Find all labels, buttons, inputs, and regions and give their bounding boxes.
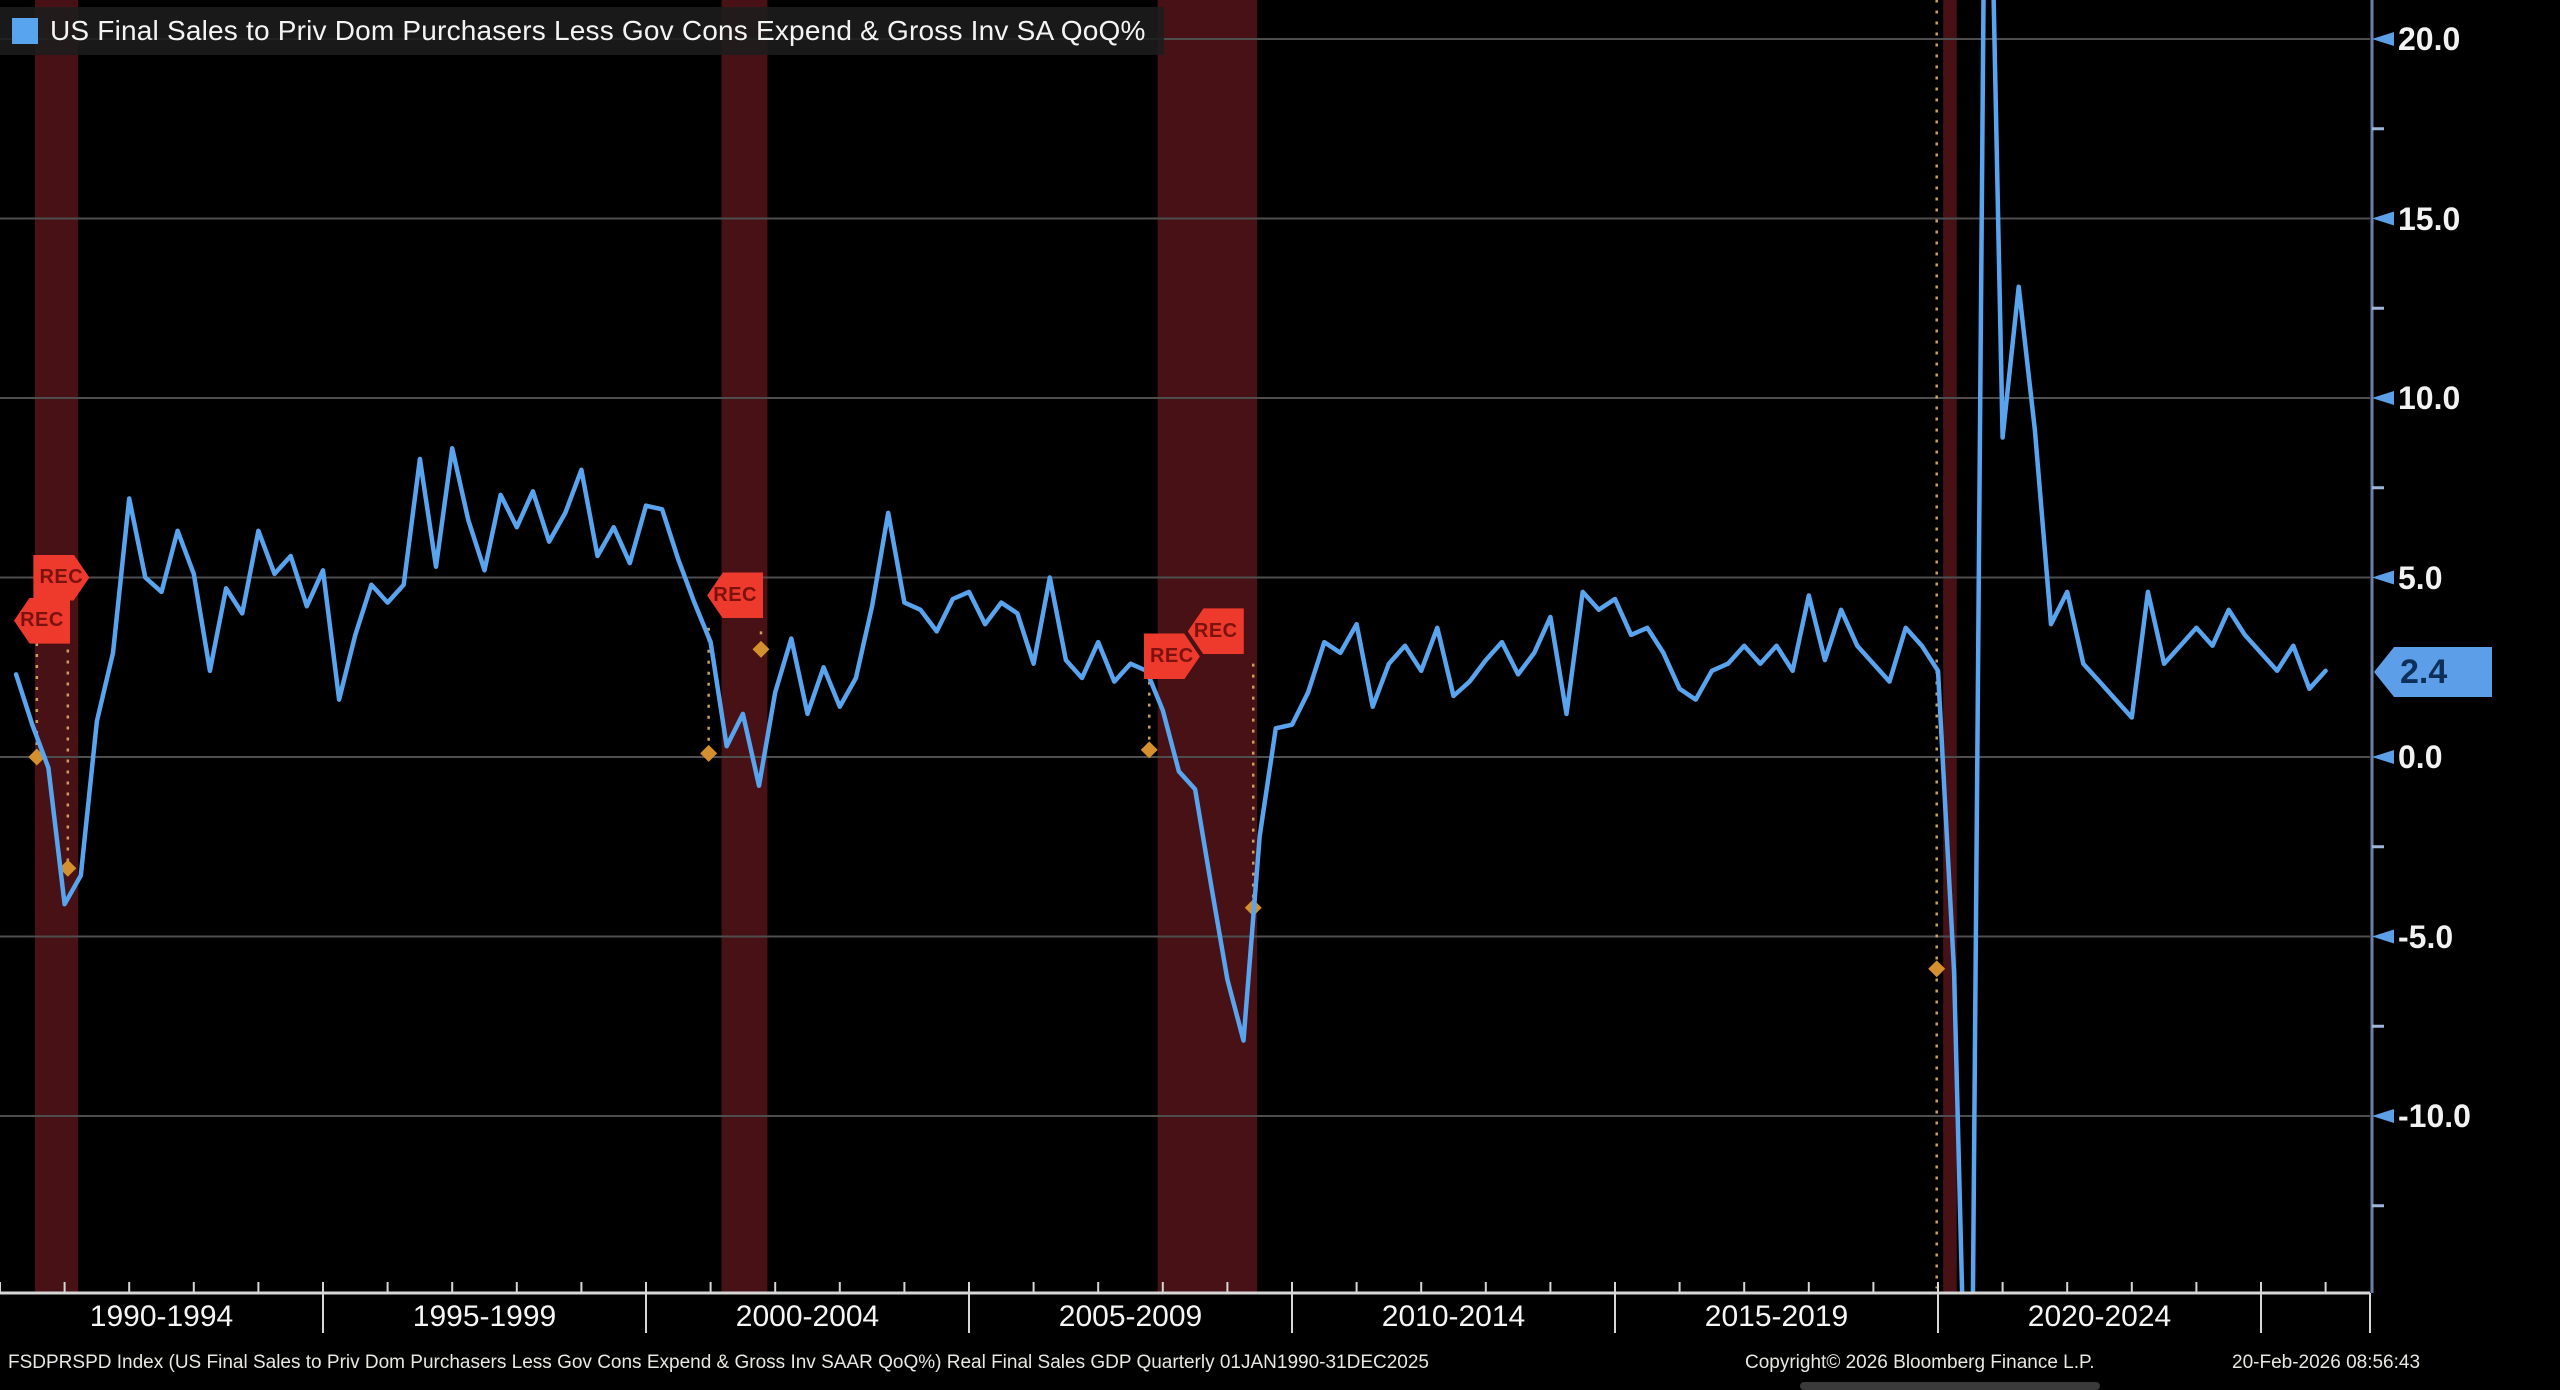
data-line-series: [13, 0, 2328, 1293]
x-axis-section-label: 2005-2009: [1058, 1300, 1203, 1333]
y-axis-tick-label: 0.0: [2398, 739, 2443, 775]
x-axis-section-label: 1995-1999: [412, 1300, 557, 1333]
legend-swatch-icon: [12, 18, 38, 44]
x-axis-section-label: 2015-2019: [1704, 1300, 1849, 1333]
y-axis-tick-label: 10.0: [2398, 380, 2461, 416]
recession-marker-diamond: [1140, 741, 1158, 759]
y-axis-tick-arrow-icon: [2372, 929, 2394, 944]
x-axis-section-label: 2020-2024: [2027, 1300, 2172, 1333]
y-axis-tick-arrow-icon: [2372, 570, 2394, 585]
x-axis-section-label: 1990-1994: [89, 1300, 234, 1333]
y-axis-tick-label: 15.0: [2398, 200, 2461, 237]
legend-item[interactable]: US Final Sales to Priv Dom Purchasers Le…: [0, 7, 1164, 55]
recession-marker-diamond: [1928, 960, 1946, 978]
last-value-text: 2.4: [2400, 652, 2448, 691]
x-axis-section-label: 2000-2004: [735, 1300, 880, 1333]
y-axis-tick-arrow-icon: [2372, 211, 2394, 226]
recession-marker-diamond: [59, 859, 77, 877]
status-datetime: 20-Feb-2026 08:56:43: [2232, 1352, 2421, 1373]
recession-band: [1943, 0, 1957, 1293]
y-axis-tick-label: 20.0: [2398, 21, 2461, 57]
x-axis-section-label: 2010-2014: [1381, 1300, 1526, 1333]
legend-label: US Final Sales to Priv Dom Purchasers Le…: [50, 15, 1146, 46]
y-axis-tick-arrow-icon: [2372, 750, 2394, 764]
recession-marker-diamond: [752, 640, 770, 658]
y-axis-tick-label: 5.0: [2398, 559, 2443, 596]
status-ticker-description: FSDPRSPD Index (US Final Sales to Priv D…: [8, 1352, 1430, 1373]
recession-band: [34, 0, 79, 1293]
y-axis-tick-arrow-icon: [2372, 32, 2394, 46]
status-copyright: Copyright© 2026 Bloomberg Finance L.P.: [1745, 1352, 2095, 1373]
y-axis-tick-arrow-icon: [2372, 391, 2394, 405]
cutoff-ui-fragment: [1800, 1382, 2100, 1390]
last-value-badge: 2.4: [2374, 647, 2492, 697]
recession-marker-diamond: [700, 744, 718, 762]
y-axis-tick-arrow-icon: [2372, 1109, 2394, 1123]
y-axis-tick-label: -5.0: [2398, 918, 2454, 955]
y-axis-tick-label: -10.0: [2398, 1098, 2471, 1134]
